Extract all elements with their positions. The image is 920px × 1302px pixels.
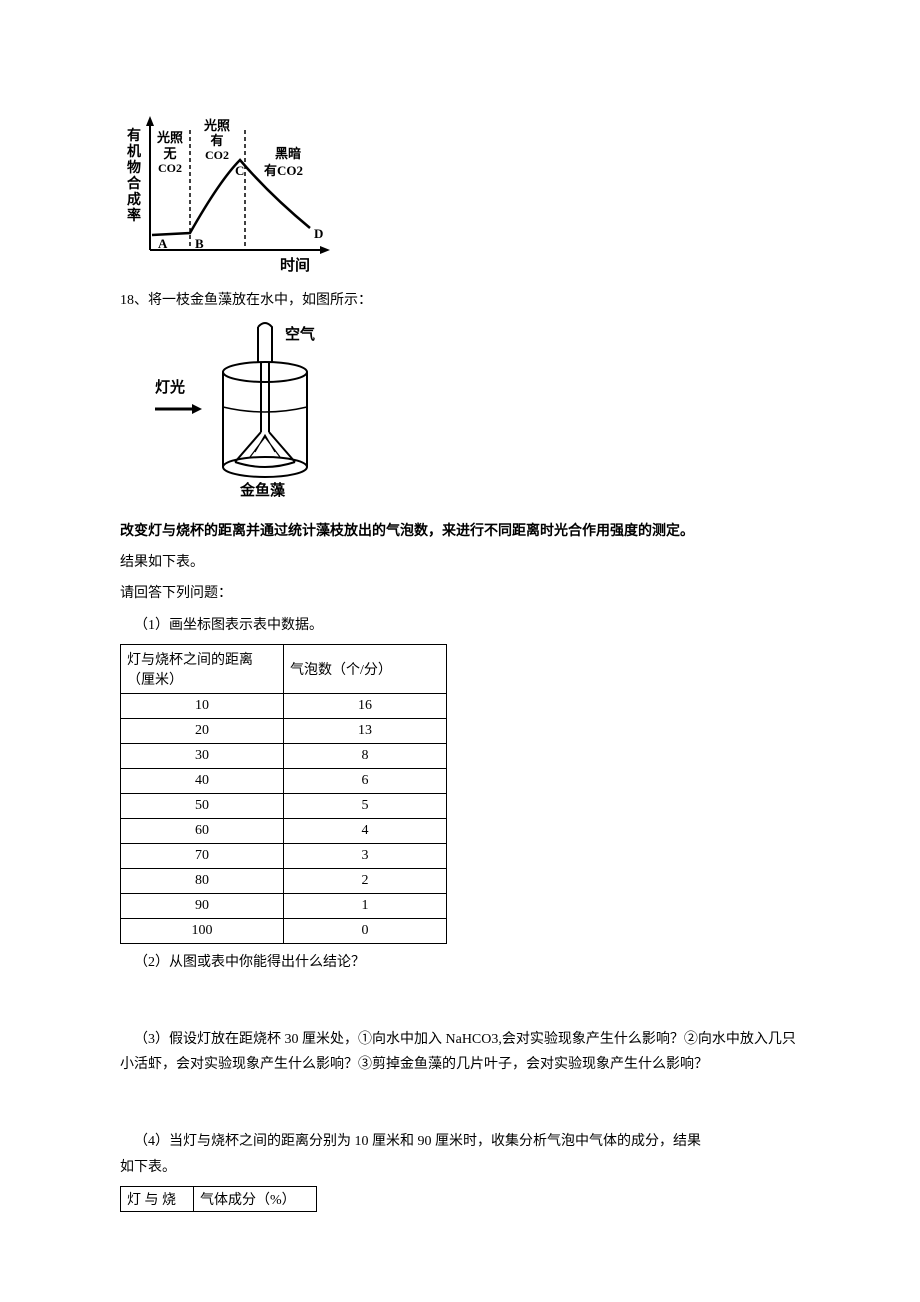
bubble-data-table: 灯与烧杯之间的距离 （厘米） 气泡数（个/分） 1016201330840650… [120,644,447,944]
table-row: 703 [121,843,447,868]
table-row: 505 [121,793,447,818]
table-row: 604 [121,818,447,843]
svg-text:B: B [195,236,204,251]
table-head-distance: 灯与烧杯之间的距离 （厘米） [121,644,284,693]
table-head-bubbles: 气泡数（个/分） [284,644,447,693]
svg-text:有: 有 [127,127,141,144]
table-row: 802 [121,868,447,893]
svg-text:D: D [314,226,323,241]
q18-intro: 18、将一枝金鱼藻放在水中，如图所示： [120,289,800,309]
table-row: 901 [121,893,447,918]
svg-text:CO2: CO2 [158,161,182,175]
svg-text:A: A [158,236,168,251]
table-row: 2013 [121,718,447,743]
svg-text:时间: 时间 [280,256,310,274]
svg-text:率: 率 [127,207,141,224]
table-row: 1000 [121,918,447,943]
small-table-c1: 灯 与 烧 [121,1186,194,1211]
apparatus-diagram: 灯光 空气 金鱼藻 [150,317,800,507]
svg-text:物: 物 [127,159,141,176]
table-row: 1016 [121,693,447,718]
svg-text:空气: 空气 [285,325,315,343]
question-1: （1）画坐标图表示表中数据。 [120,613,800,638]
svg-text:机: 机 [127,143,141,160]
svg-text:有CO2: 有CO2 [264,163,303,178]
organic-synthesis-chart: 光照 无 CO2 光照 有 CO2 黑暗 有CO2 A B C D 有 机 物 … [120,110,800,285]
svg-text:成: 成 [127,191,141,208]
svg-text:合: 合 [127,175,142,192]
question-3: （3）假设灯放在距烧杯 30 厘米处，①向水中加入 NaHCO3,会对实验现象产… [120,1027,800,1077]
svg-text:灯光: 灯光 [155,378,185,396]
result-line: 结果如下表。 [120,550,800,575]
question-2: （2）从图或表中你能得出什么结论？ [120,950,800,975]
please-answer: 请回答下列问题： [120,581,800,606]
svg-text:有: 有 [210,133,223,148]
question-4: （4）当灯与烧杯之间的距离分别为 10 厘米和 90 厘米时，收集分析气泡中气体… [120,1129,800,1179]
small-table-c2: 气体成分（%） [194,1186,317,1211]
svg-text:黑暗: 黑暗 [275,146,301,161]
gas-composition-table: 灯 与 烧 气体成分（%） [120,1186,317,1212]
svg-text:无: 无 [162,146,176,161]
table-row: 406 [121,768,447,793]
bold-instruction: 改变灯与烧杯的距离并通过统计藻枝放出的气泡数，来进行不同距离时光合作用强度的测定… [120,519,800,544]
svg-text:金鱼藻: 金鱼藻 [239,481,286,499]
svg-text:C: C [235,163,244,178]
svg-text:光照: 光照 [156,130,183,145]
table-row: 308 [121,743,447,768]
svg-text:CO2: CO2 [205,148,229,162]
svg-text:光照: 光照 [203,118,230,133]
